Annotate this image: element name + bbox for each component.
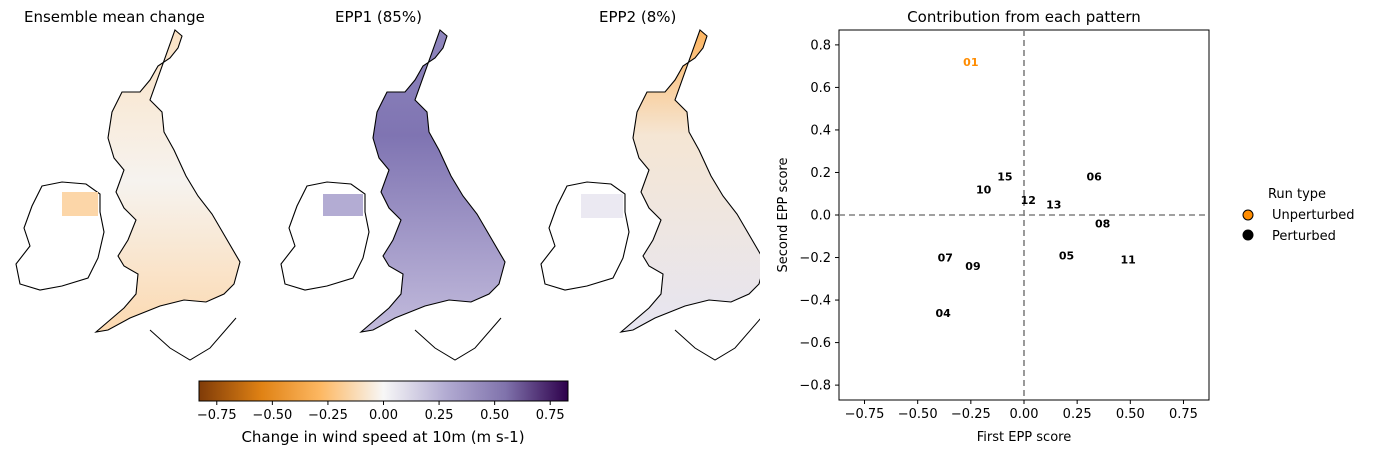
map-title-ensemble-mean: Ensemble mean change — [24, 8, 205, 26]
y-tick-label: −0.8 — [799, 379, 831, 394]
legend-label-perturbed: Perturbed — [1272, 229, 1336, 244]
chart-title: Contribution from each pattern — [907, 8, 1141, 26]
map-epp2 — [540, 29, 760, 361]
y-tick-label: 0.8 — [810, 38, 831, 53]
map-ensemble-mean — [15, 29, 241, 361]
point-label-13: 13 — [1046, 198, 1061, 211]
map-title-epp1: EPP1 (85%) — [335, 8, 422, 26]
point-label-06: 06 — [1087, 171, 1103, 184]
x-tick-label: 0.25 — [1063, 407, 1092, 422]
great-britain-shape — [94, 29, 241, 333]
colorbar-tick-label: −0.25 — [308, 408, 348, 423]
point-label-07: 07 — [938, 252, 953, 265]
point-label-01: 01 — [963, 56, 978, 69]
map-title-epp2: EPP2 (8%) — [599, 8, 677, 26]
colorbar-tick-label: 0.00 — [369, 408, 398, 423]
colorbar-tick-label: −0.75 — [197, 408, 237, 423]
y-tick-label: −0.6 — [799, 336, 831, 351]
legend-marker-perturbed — [1242, 229, 1254, 241]
maps-and-colorbar: −0.75 −0.50 −0.25 0.00 0.25 0.50 0.75 Change i… — [15, 29, 760, 446]
x-tick-label: −0.75 — [845, 407, 885, 422]
point-label-04: 04 — [936, 307, 952, 320]
colorbar-tick-label: −0.50 — [252, 408, 292, 423]
x-tick-label: −0.25 — [951, 407, 991, 422]
point-label-15: 15 — [997, 171, 1012, 184]
northern-ireland-shade — [581, 194, 623, 218]
colorbar-label: Change in wind speed at 10m (m s-1) — [241, 428, 524, 446]
x-tick-label: 0.75 — [1169, 407, 1198, 422]
map-epp1 — [280, 29, 506, 361]
northern-ireland-shade — [323, 194, 363, 216]
y-tick-label: −0.4 — [799, 294, 831, 309]
x-tick-label: 0.50 — [1116, 407, 1145, 422]
x-tick-label: 0.00 — [1010, 407, 1039, 422]
legend-title: Run type — [1268, 187, 1326, 202]
legend-label-unperturbed: Unperturbed — [1272, 208, 1355, 223]
x-tick-label: −0.50 — [898, 407, 938, 422]
y-tick-label: 0.0 — [810, 209, 831, 224]
point-label-08: 08 — [1095, 218, 1110, 231]
colorbar-tick-label: 0.50 — [480, 408, 509, 423]
northern-ireland-shade — [62, 192, 98, 216]
great-britain-shape — [619, 29, 760, 333]
y-tick-label: 0.4 — [810, 123, 831, 138]
point-label-12: 12 — [1021, 194, 1036, 207]
legend: Run type Unperturbed Perturbed — [1242, 187, 1355, 244]
y-tick-label: −0.2 — [799, 251, 831, 266]
great-britain-shape — [359, 29, 506, 333]
y-tick-label: 0.2 — [810, 166, 831, 181]
y-axis-label: Second EPP score — [776, 158, 791, 273]
x-axis-label: First EPP score — [977, 430, 1071, 445]
point-label-10: 10 — [976, 183, 992, 196]
colorbar-tick-label: 0.75 — [536, 408, 565, 423]
point-label-11: 11 — [1121, 254, 1136, 267]
point-label-09: 09 — [965, 260, 980, 273]
point-label-05: 05 — [1059, 249, 1074, 262]
colorbar-tick-label: 0.25 — [425, 408, 454, 423]
legend-marker-unperturbed — [1242, 209, 1254, 221]
y-tick-label: 0.6 — [810, 81, 831, 96]
colorbar: −0.75 −0.50 −0.25 0.00 0.25 0.50 0.75 Change i… — [197, 380, 569, 446]
